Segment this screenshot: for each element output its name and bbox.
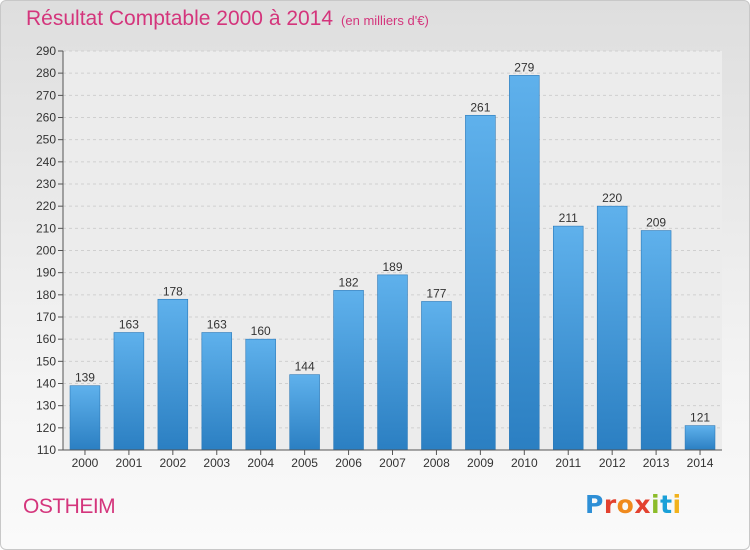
logo-letter: r <box>603 490 617 519</box>
x-tick-label: 2009 <box>467 456 494 470</box>
y-tick-label: 230 <box>36 177 56 191</box>
y-tick-label: 260 <box>36 111 56 125</box>
x-tick-label: 2003 <box>203 456 230 470</box>
x-tick-label: 2012 <box>599 456 626 470</box>
y-tick-label: 290 <box>36 44 56 58</box>
data-label: 144 <box>295 360 315 374</box>
data-label: 261 <box>470 100 490 114</box>
bar <box>465 114 496 451</box>
x-tick-label: 2013 <box>643 456 670 470</box>
x-tick-label: 2001 <box>116 456 143 470</box>
y-tick-label: 250 <box>36 133 56 147</box>
chart-title-text: Résultat Comptable 2000 à 2014 <box>26 7 334 30</box>
data-label: 163 <box>119 318 139 332</box>
data-label: 177 <box>426 286 446 300</box>
bar <box>201 332 233 451</box>
x-tick-label: 2011 <box>555 456 581 470</box>
chart-subtitle: (en milliers d'€) <box>341 13 429 28</box>
x-tick-label: 2004 <box>247 456 274 470</box>
logo-letter: i <box>651 490 661 519</box>
logo-letter: o <box>616 490 635 519</box>
y-tick-label: 150 <box>36 354 56 368</box>
x-tick-label: 2000 <box>72 456 99 470</box>
x-tick-label: 2008 <box>423 456 450 470</box>
x-tick-label: 2014 <box>687 456 714 470</box>
bar <box>157 298 189 451</box>
x-tick-label: 2005 <box>291 456 318 470</box>
bar <box>509 75 540 451</box>
y-tick-label: 110 <box>37 443 56 457</box>
bar <box>113 332 145 451</box>
y-tick-label: 190 <box>36 266 56 280</box>
logo-letter: i <box>672 490 682 519</box>
y-tick-label: 160 <box>36 332 56 346</box>
data-label: 182 <box>339 275 359 289</box>
y-tick-label: 200 <box>36 244 56 258</box>
y-tick-label: 140 <box>36 377 56 391</box>
data-label: 189 <box>382 260 402 274</box>
y-tick-label: 210 <box>36 221 56 235</box>
town-name: OSTHEIM <box>23 495 116 518</box>
labels: 110 120 130 140 150 160 170 180 190 200 210 220 230 2… <box>36 44 714 470</box>
bar <box>684 425 716 451</box>
y-tick-label: 280 <box>36 66 56 80</box>
data-label: 163 <box>207 318 227 332</box>
data-label: 178 <box>163 284 183 298</box>
bars <box>69 75 716 451</box>
y-tick-label: 270 <box>36 88 56 102</box>
bar <box>377 274 408 451</box>
y-tick-label: 170 <box>36 310 56 324</box>
bar <box>245 338 276 451</box>
x-tick-label: 2007 <box>379 456 406 470</box>
data-label: 209 <box>646 216 666 230</box>
bar <box>596 205 628 451</box>
y-tick-label: 180 <box>36 288 56 302</box>
data-label: 279 <box>514 60 534 74</box>
axes <box>58 50 722 455</box>
proxiti-logo: Proxiti <box>585 490 682 519</box>
data-label: 139 <box>75 371 95 385</box>
y-tick-label: 220 <box>36 199 56 213</box>
y-tick-label: 130 <box>36 399 56 413</box>
data-label: 160 <box>251 324 271 338</box>
chart-title: Résultat Comptable 2000 à 2014 (en millie… <box>26 7 429 31</box>
x-tick-label: 2010 <box>511 456 538 470</box>
bar <box>333 290 364 451</box>
data-label: 211 <box>559 211 578 225</box>
x-tick-label: 2006 <box>335 456 362 470</box>
bar <box>552 225 584 451</box>
y-tick-label: 120 <box>36 421 56 435</box>
y-tick-label: 240 <box>36 155 56 169</box>
bar <box>421 301 452 451</box>
bar <box>640 230 672 451</box>
logo-letter: x <box>634 490 651 519</box>
data-label: 121 <box>690 411 710 425</box>
x-tick-label: 2002 <box>159 456 186 470</box>
logo-letter: P <box>585 490 604 519</box>
bar <box>289 374 320 451</box>
data-label: 220 <box>602 191 622 205</box>
bar <box>69 385 101 451</box>
logo-letter: t <box>660 490 673 519</box>
